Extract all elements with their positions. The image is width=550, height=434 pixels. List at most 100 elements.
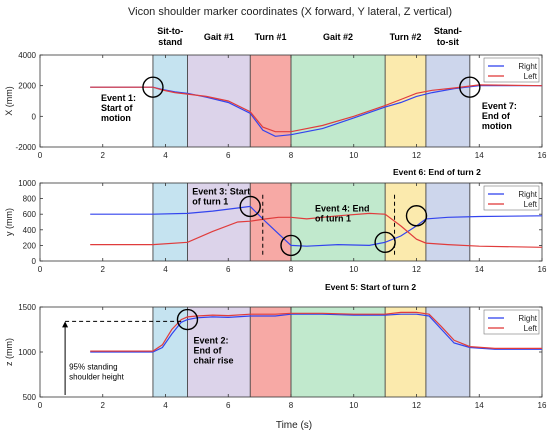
phase-label: Gait #2	[323, 32, 353, 42]
event-annotation: Event 4: End of turn 1	[315, 203, 370, 223]
x-tick-label: 12	[412, 265, 421, 274]
event-annotation: Event 1: Start of motion	[101, 93, 136, 123]
event-annotation-line: Event 7:	[482, 101, 517, 111]
x-tick-label: 0	[38, 151, 43, 160]
phase-band	[152, 55, 188, 147]
y-tick-label: 600	[23, 210, 37, 219]
x-tick-label: 2	[101, 151, 106, 160]
series-line-left	[90, 212, 543, 248]
x-tick-label: 8	[289, 151, 294, 160]
event-annotation: Event 2: End of chair rise	[193, 336, 233, 366]
y-axis-label: y (mm)	[4, 208, 14, 236]
event-circle	[459, 76, 481, 98]
x-tick-label: 12	[412, 151, 421, 160]
arrow-head	[62, 321, 69, 328]
event-annotation-line: of turn 1	[315, 213, 351, 223]
event-annotation-line: motion	[101, 113, 131, 123]
top-annotation-event5: Event 5: Start of turn 2	[325, 282, 416, 292]
phase-band	[187, 307, 251, 397]
event-annotation-line: 95% standing	[69, 362, 117, 371]
y-axis-label: z (mm)	[4, 338, 14, 366]
event-annotation-line: shoulder height	[69, 372, 124, 381]
event-annotation: Event 3: Start of turn 1	[192, 186, 250, 206]
event-annotation-line: chair rise	[193, 356, 233, 366]
event-annotation-line: Event 3: Start	[192, 186, 250, 196]
x-tick-label: 0	[38, 401, 43, 410]
phase-band	[250, 307, 291, 397]
y-tick-label: 2000	[18, 82, 36, 91]
x-tick-label: 4	[163, 151, 168, 160]
event-annotation-line: Event 2:	[193, 336, 228, 346]
phase-band	[152, 307, 188, 397]
x-tick-label: 2	[101, 401, 106, 410]
phase-label-line: Gait #1	[204, 32, 234, 42]
event-circle	[176, 308, 199, 331]
phase-label-line: Turn #1	[255, 32, 287, 42]
phase-label-line: Sit-to-	[157, 26, 183, 36]
x-tick-label: 0	[38, 265, 43, 274]
phase-band	[385, 307, 426, 397]
event-circle	[280, 234, 302, 257]
legend-label: Right	[518, 314, 537, 323]
phase-label: Turn #1	[255, 32, 287, 42]
phase-band	[250, 55, 291, 147]
x-axis-label: Time (s)	[276, 420, 312, 431]
legend-box	[483, 57, 540, 83]
x-tick-label: 12	[412, 401, 421, 410]
x-tick-label: 4	[163, 265, 168, 274]
legend-label: Left	[524, 200, 538, 209]
phase-label-line: Turn #2	[390, 32, 422, 42]
event-annotation-line: End of	[482, 111, 511, 121]
figure-title: Vicon shoulder marker coordinates (X for…	[128, 6, 452, 18]
x-tick-label: 8	[289, 401, 294, 410]
phase-label: Stand-to-sit	[434, 26, 462, 47]
y-tick-label: 4000	[18, 51, 36, 60]
legend-label: Left	[524, 324, 538, 333]
series-line-right	[90, 85, 542, 137]
y-tick-label: 200	[23, 241, 37, 250]
top-annotation-event6: Event 6: End of turn 2	[393, 167, 481, 177]
series-line-right	[90, 313, 542, 353]
legend-label: Right	[518, 62, 537, 71]
phase-label-line: Stand-	[434, 26, 462, 36]
x-tick-label: 16	[538, 265, 547, 274]
event-annotation-line: End of	[193, 346, 222, 356]
event-annotation-line: Event 4: End	[315, 203, 370, 213]
phase-band	[425, 183, 470, 261]
y-tick-label: 1000	[18, 348, 36, 357]
event-annotation-line: motion	[482, 121, 512, 131]
phase-label: Sit-to-stand	[157, 26, 183, 47]
y-tick-label: 500	[23, 393, 37, 402]
x-tick-label: 6	[226, 151, 231, 160]
phase-label-line: Gait #2	[323, 32, 353, 42]
phase-band	[187, 55, 251, 147]
phase-labels: Sit-to-stand Gait #1 Turn #1 Gait #2 Turn #2…	[157, 26, 462, 47]
x-tick-label: 6	[226, 265, 231, 274]
legend-label: Left	[524, 72, 538, 81]
phase-label: Gait #1	[204, 32, 234, 42]
x-tick-label: 14	[475, 151, 484, 160]
event-circle	[142, 76, 164, 98]
x-tick-label: 10	[349, 401, 358, 410]
legend-label: Right	[518, 190, 537, 199]
event-annotation-line: Event 1:	[101, 93, 136, 103]
phase-label-line: to-sit	[437, 37, 459, 47]
y-tick-label: 800	[23, 195, 37, 204]
phase-band	[152, 183, 188, 261]
phase-band	[291, 55, 386, 147]
x-tick-label: 10	[349, 151, 358, 160]
phase-band	[425, 307, 470, 397]
event-circle	[239, 195, 261, 218]
y-tick-label: 0	[32, 112, 37, 121]
x-tick-label: 10	[349, 265, 358, 274]
phase-label-line: stand	[158, 37, 182, 47]
x-tick-label: 16	[538, 401, 547, 410]
x-tick-label: 4	[163, 401, 168, 410]
x-tick-label: 2	[101, 265, 106, 274]
phase-band	[385, 183, 426, 261]
x-tick-label: 16	[538, 151, 547, 160]
phase-band	[425, 55, 470, 147]
y-tick-label: 400	[23, 226, 37, 235]
